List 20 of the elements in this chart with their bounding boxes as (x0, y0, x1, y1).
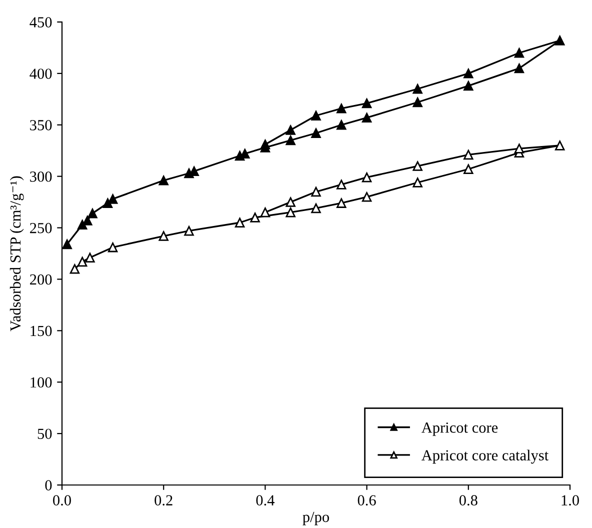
x-tick-label: 0.2 (154, 495, 172, 506)
y-tick-label: 400 (30, 68, 52, 79)
y-axis-title: Vadsorbed STP (cm³/g⁻¹) (10, 176, 24, 332)
y-tick-label: 450 (30, 17, 52, 28)
x-tick-label: 0.0 (53, 495, 71, 506)
legend-label: Apricot core catalyst (422, 450, 549, 464)
y-tick-label: 150 (30, 326, 52, 336)
y-tick-label: 300 (30, 171, 52, 182)
y-tick-label: 100 (30, 377, 52, 388)
legend-label: Apricot core (422, 422, 498, 436)
y-tick-label: 200 (30, 274, 52, 285)
x-tick-label: 0.6 (358, 495, 376, 506)
x-tick-label: 1.0 (562, 495, 579, 506)
x-tick-label: 0.4 (256, 495, 275, 506)
y-tick-label: 350 (30, 120, 52, 130)
x-axis-title: p/po (302, 512, 329, 526)
y-tick-label: 0 (45, 480, 52, 490)
y-tick-label: 250 (30, 222, 52, 234)
y-tick-label: 50 (38, 428, 52, 440)
x-tick-label: 0.8 (459, 495, 478, 506)
